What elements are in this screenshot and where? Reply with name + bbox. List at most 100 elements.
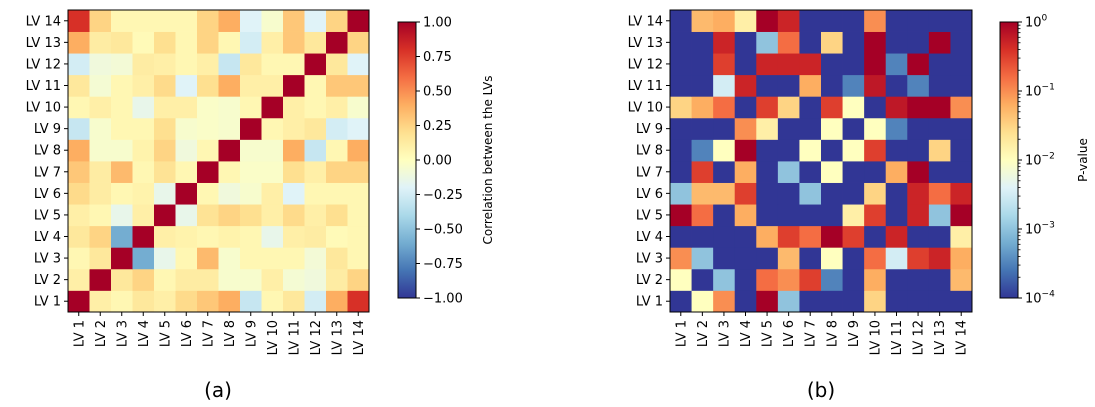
heatmap-a-cell-13-9: [240, 31, 262, 54]
heatmap-a-cell-5-13: [326, 204, 348, 227]
heatmap-a-cell-6-4: [132, 182, 155, 205]
heatmap-b-cell-11-1: [670, 74, 692, 97]
heatmap-b-cell-2-7: [799, 268, 822, 291]
heatmap-a-x-tick-label: LV 6: [180, 320, 195, 347]
heatmap-b-cell-11-9: [842, 74, 865, 97]
heatmap-b-cell-6-11: [885, 182, 908, 205]
heatmap-a-cell-12-11: [283, 53, 305, 76]
heatmap-b-cell-9-1: [670, 117, 692, 140]
heatmap-a-cell-4-14: [347, 225, 370, 248]
heatmap-a-cell-8-13: [326, 139, 348, 162]
heatmap-a-cell-12-9: [240, 53, 262, 76]
heatmap-a-y-tick-label: LV 12: [26, 57, 61, 72]
heatmap-b-x-tick-label: LV 3: [717, 320, 732, 347]
heatmap-b-cell-9-13: [928, 117, 951, 140]
heatmap-b-cell-13-5: [756, 31, 779, 54]
heatmap-b-cell-6-2: [691, 182, 714, 205]
heatmap-b-cell-1-10: [864, 290, 887, 313]
colorbar-b-tick-exponent: −4: [1042, 290, 1056, 300]
heatmap-a-cell-5-8: [218, 204, 241, 227]
heatmap-b-cell-3-8: [821, 247, 843, 270]
heatmap-a-cell-11-8: [218, 74, 241, 97]
heatmap-b-cell-6-4: [734, 182, 757, 205]
heatmap-a-cell-14-14: [347, 10, 370, 32]
heatmap-a-cell-12-7: [197, 53, 219, 76]
heatmap-b-y-tick-label: LV 9: [636, 122, 663, 137]
heatmap-a-cell-14-9: [240, 10, 262, 32]
heatmap-b-cell-8-13: [928, 139, 951, 162]
heatmap-a-y-tick-label: LV 1: [34, 295, 61, 310]
heatmap-b-cell-2-1: [670, 268, 692, 291]
colorbar-b-tick-exponent: −3: [1042, 221, 1055, 231]
heatmap-a-cell-3-11: [283, 247, 305, 270]
heatmap-b-cell-8-1: [670, 139, 692, 162]
heatmap-b-cell-3-7: [799, 247, 822, 270]
heatmap-a-cell-8-6: [175, 139, 198, 162]
heatmap-b-cell-1-9: [842, 290, 865, 313]
heatmap-a-cell-1-4: [132, 290, 155, 313]
heatmap-a-cell-5-4: [132, 204, 155, 227]
heatmap-b-cell-10-1: [670, 96, 692, 119]
heatmap-a-cell-1-9: [240, 290, 262, 313]
heatmap-a-cell-13-4: [132, 31, 155, 54]
heatmap-b-cell-2-3: [713, 268, 736, 291]
colorbar-b-tick-exponent: −1: [1042, 83, 1055, 93]
heatmap-b-cell-8-12: [907, 139, 930, 162]
heatmap-a-cell-14-1: [68, 10, 90, 32]
heatmap-b-x-tick-label: LV 5: [761, 320, 776, 347]
heatmap-b-cell-11-12: [907, 74, 930, 97]
heatmap-b-cell-13-4: [734, 31, 757, 54]
colorbar-a-tick-label: 1.00: [423, 16, 452, 31]
heatmap-a-cell-14-12: [304, 10, 327, 32]
heatmap-a-y-tick-label: LV 11: [26, 79, 61, 94]
heatmap-a-cell-14-10: [261, 10, 284, 32]
heatmap-b-cell-14-1: [670, 10, 692, 32]
heatmap-b-cell-8-14: [950, 139, 973, 162]
heatmap-b-cell-2-6: [777, 268, 800, 291]
colorbar-a-tick-label: −1.00: [423, 292, 463, 307]
heatmap-b-cell-4-8: [821, 225, 843, 248]
heatmap-b-cell-3-1: [670, 247, 692, 270]
heatmap-a-x-tick-label: LV 10: [266, 320, 281, 355]
heatmap-a-cell-2-10: [261, 268, 284, 291]
heatmap-a-cell-8-11: [283, 139, 305, 162]
heatmap-a-cell-9-7: [197, 117, 219, 140]
heatmap-a-cell-1-14: [347, 290, 370, 313]
heatmap-a-cell-4-4: [132, 225, 155, 248]
heatmap-b-cell-5-3: [713, 204, 736, 227]
heatmap-a-cell-2-1: [68, 268, 90, 291]
heatmap-a-cell-12-3: [111, 53, 133, 76]
heatmap-a-cell-2-5: [154, 268, 176, 291]
heatmap-a-cell-2-4: [132, 268, 155, 291]
heatmap-a-cell-9-6: [175, 117, 198, 140]
heatmap-a-cell-9-12: [304, 117, 327, 140]
heatmap-b-cell-11-4: [734, 74, 757, 97]
colorbar-b-tick-base: 10: [1025, 154, 1042, 169]
heatmap-b-cell-5-7: [799, 204, 822, 227]
heatmap-a-y-tick-labels: LV 1 LV 2 LV 3 LV 4 LV 5 LV 6 LV 7 LV 8 LV 9 LV 1…: [26, 14, 68, 310]
heatmap-b-cell-12-9: [842, 53, 865, 76]
heatmap-b-cell-2-5: [756, 268, 779, 291]
heatmap-b-cell-3-14: [950, 247, 973, 270]
colorbar-a-tick-label: 0.50: [423, 85, 452, 100]
heatmap-a-cell-2-3: [111, 268, 133, 291]
heatmap-b-cell-6-10: [864, 182, 887, 205]
heatmap-b-cell-12-2: [691, 53, 714, 76]
heatmap-b-cell-8-11: [885, 139, 908, 162]
heatmap-a-cell-12-5: [154, 53, 176, 76]
heatmap-b-cell-13-6: [777, 31, 800, 54]
heatmap-a-y-tick-label: LV 9: [34, 122, 61, 137]
heatmap-b-cell-5-6: [777, 204, 800, 227]
heatmap-a-cell-12-13: [326, 53, 348, 76]
heatmap-a-cell-6-13: [326, 182, 348, 205]
colorbar-b-tick-label: 10−4: [1025, 290, 1055, 307]
heatmap-b-cell-10-9: [842, 96, 865, 119]
heatmap-b-cell-4-1: [670, 225, 692, 248]
heatmap-a-cell-5-12: [304, 204, 327, 227]
heatmap-b-cell-10-11: [885, 96, 908, 119]
heatmap-a-cell-12-14: [347, 53, 370, 76]
heatmap-b-cell-7-8: [821, 161, 843, 183]
heatmap-a-y-tick-label: LV 13: [26, 36, 61, 51]
colorbar-a-tick-label: 0.75: [423, 50, 452, 65]
